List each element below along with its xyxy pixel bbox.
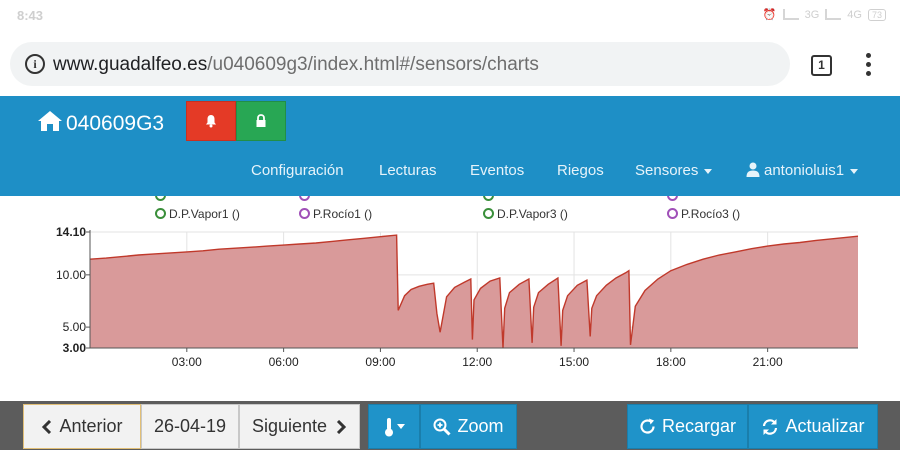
date-display[interactable]: 26-04-19 bbox=[141, 404, 239, 449]
legend-label: D.P.Vapor1 () bbox=[169, 207, 240, 221]
chevron-right-icon bbox=[336, 419, 347, 434]
x-tick-label: 15:00 bbox=[559, 355, 589, 369]
legend-marker-icon bbox=[667, 196, 678, 201]
zoom-label: Zoom bbox=[457, 416, 504, 436]
status-bar: 8:43 ⏰ 3G 4G 73 bbox=[0, 0, 900, 32]
legend-label: D.P.Vapor3 () bbox=[497, 207, 568, 221]
y-tick-label: 10.00 bbox=[56, 268, 86, 282]
legend-marker-icon bbox=[155, 208, 166, 219]
series-line bbox=[89, 234, 859, 349]
x-tick-label: 06:00 bbox=[269, 355, 299, 369]
y-tick-label: 5.00 bbox=[63, 320, 87, 334]
nav-lecturas[interactable]: Lecturas bbox=[379, 162, 437, 179]
network-label-1: 3G bbox=[804, 8, 820, 21]
legend-label: P.Rocío1 () bbox=[313, 207, 373, 221]
x-tick-label: 03:00 bbox=[172, 355, 202, 369]
user-icon bbox=[746, 162, 760, 177]
refresh-icon bbox=[640, 418, 655, 434]
alarm-button[interactable] bbox=[186, 101, 236, 141]
sensor-type-dropdown[interactable] bbox=[368, 404, 420, 449]
legend-marker-icon bbox=[299, 196, 310, 201]
legend-marker-icon bbox=[483, 208, 494, 219]
sync-icon bbox=[763, 418, 778, 435]
status-time: 8:43 bbox=[17, 8, 44, 23]
tabs-count-icon[interactable]: 1 bbox=[811, 55, 832, 76]
address-bar[interactable]: i www.guadalfeo.es/u040609g3/index.html#… bbox=[10, 42, 790, 86]
sensor-chart[interactable]: 14.10 10.00 5.00 3.00 03:00 06:00 09:00 12:00 15… bbox=[0, 196, 900, 401]
legend-item-dpvapor1[interactable]: D.P.Vapor1 () bbox=[155, 207, 240, 221]
chart-area: D.P.Vapor1 () P.Rocío1 () D.P.Vapor3 () … bbox=[0, 196, 900, 401]
nav-sensores-dropdown[interactable]: Sensores bbox=[635, 162, 713, 179]
series-area bbox=[90, 235, 858, 348]
browser-menu-icon[interactable] bbox=[858, 52, 878, 78]
network-label-2: 4G bbox=[847, 8, 862, 21]
next-day-label: Siguiente bbox=[251, 416, 328, 436]
chevron-down-icon bbox=[850, 168, 859, 174]
nav-eventos[interactable]: Eventos bbox=[470, 162, 525, 179]
nav-sensores-label: Sensores bbox=[635, 162, 699, 179]
url-host: www.guadalfeo.es bbox=[53, 54, 208, 75]
x-tick-label: 12:00 bbox=[462, 355, 492, 369]
legend-marker-icon bbox=[483, 196, 494, 201]
bottom-toolbar: Anterior 26-04-19 Siguiente Zoom Recarga… bbox=[0, 401, 900, 450]
legend-item-dpvapor3[interactable]: D.P.Vapor3 () bbox=[483, 207, 568, 221]
battery-icon: 73 bbox=[867, 8, 886, 21]
y-tick-label: 14.10 bbox=[56, 225, 86, 239]
x-tick-label: 09:00 bbox=[365, 355, 395, 369]
thermometer-icon bbox=[384, 417, 393, 436]
update-label: Actualizar bbox=[785, 416, 865, 436]
legend-partial-row bbox=[155, 196, 169, 203]
next-day-button[interactable]: Siguiente bbox=[239, 404, 360, 449]
device-id[interactable]: 040609G3 bbox=[66, 112, 165, 135]
zoom-in-icon bbox=[433, 418, 452, 436]
legend-partial-row bbox=[667, 196, 681, 203]
zoom-button[interactable]: Zoom bbox=[420, 404, 517, 449]
legend-item-procio1[interactable]: P.Rocío1 () bbox=[299, 207, 372, 221]
signal-icon-2 bbox=[825, 9, 842, 20]
nav-riegos[interactable]: Riegos bbox=[557, 162, 604, 179]
legend-marker-icon bbox=[299, 208, 310, 219]
status-icons: ⏰ 3G 4G 73 bbox=[763, 8, 886, 21]
legend-marker-icon bbox=[155, 196, 166, 201]
url-path: /u040609g3/index.html#/sensors/charts bbox=[207, 54, 539, 75]
chevron-left-icon bbox=[42, 419, 52, 434]
browser-toolbar: i www.guadalfeo.es/u040609g3/index.html#… bbox=[0, 32, 900, 96]
nav-user-dropdown[interactable]: antonioluis1 bbox=[746, 162, 859, 179]
nav-user-label: antonioluis1 bbox=[764, 162, 845, 179]
legend-marker-icon bbox=[667, 208, 678, 219]
chevron-down-icon bbox=[704, 168, 713, 174]
url-text[interactable]: www.guadalfeo.es/u040609g3/index.html#/s… bbox=[53, 54, 539, 76]
update-button[interactable]: Actualizar bbox=[748, 404, 878, 449]
legend-partial-row bbox=[483, 196, 497, 203]
x-tick-label: 21:00 bbox=[753, 355, 783, 369]
previous-day-button[interactable]: Anterior bbox=[23, 404, 141, 449]
info-icon[interactable]: i bbox=[25, 54, 45, 74]
lock-icon bbox=[256, 114, 266, 127]
home-icon[interactable] bbox=[37, 110, 63, 132]
x-tick-label: 18:00 bbox=[656, 355, 686, 369]
legend-label: P.Rocío3 () bbox=[681, 207, 741, 221]
reload-label: Recargar bbox=[661, 416, 737, 436]
app-header: 040609G3 Configuración Lecturas Eventos … bbox=[0, 96, 900, 196]
bell-icon bbox=[206, 115, 216, 128]
legend-item-procio3[interactable]: P.Rocío3 () bbox=[667, 207, 740, 221]
y-tick-label: 3.00 bbox=[63, 341, 87, 355]
signal-icon bbox=[782, 9, 799, 20]
reload-button[interactable]: Recargar bbox=[627, 404, 748, 449]
lock-button[interactable] bbox=[236, 101, 286, 141]
legend-partial-row bbox=[299, 196, 313, 203]
previous-day-label: Anterior bbox=[59, 416, 123, 436]
chevron-down-icon bbox=[396, 424, 405, 429]
main-nav: Configuración Lecturas Eventos Riegos Se… bbox=[0, 162, 900, 184]
nav-configuracion[interactable]: Configuración bbox=[251, 162, 344, 179]
alarm-icon: ⏰ bbox=[762, 9, 777, 21]
